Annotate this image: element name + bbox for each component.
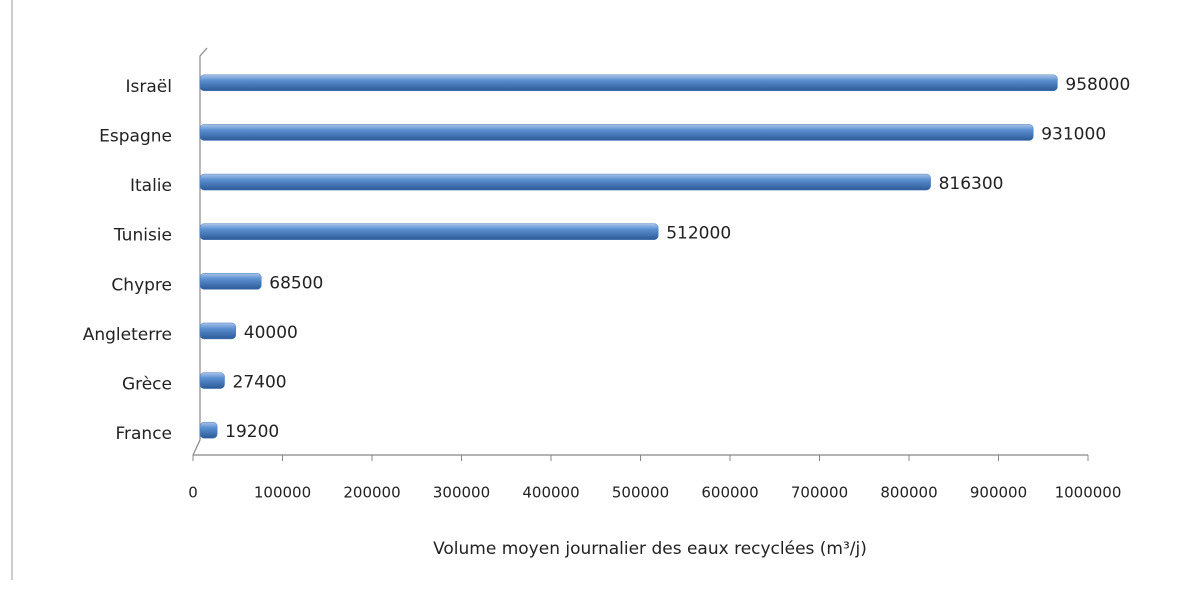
bar (199, 223, 659, 240)
y-tick-label: Grèce (122, 375, 172, 395)
bar (199, 173, 931, 191)
data-label: 512000 (666, 224, 731, 244)
x-tick-label: 600000 (701, 484, 758, 502)
y-tick-label: France (115, 424, 172, 444)
y-tick-label: Italie (130, 176, 172, 196)
bar (199, 322, 237, 340)
data-label: 816300 (939, 174, 1004, 194)
back-wall (192, 47, 208, 456)
x-tick-label: 400000 (522, 484, 579, 502)
bar (199, 273, 262, 290)
x-tick-label: 0 (188, 484, 198, 502)
x-tick-label: 300000 (433, 484, 490, 502)
y-tick-label: Angleterre (83, 325, 172, 345)
data-label: 19200 (225, 422, 279, 442)
x-tick-label: 500000 (612, 484, 669, 502)
data-label: 931000 (1041, 124, 1106, 144)
bar (199, 74, 1058, 92)
bar (199, 372, 225, 389)
data-label: 68500 (269, 273, 323, 293)
x-tick-label: 200000 (343, 484, 400, 502)
x-tick-label: 1000000 (1055, 484, 1122, 502)
y-tick-label: Israël (126, 77, 172, 97)
y-tick-label: Tunisie (113, 226, 172, 246)
y-tick-label: Espagne (99, 126, 172, 146)
y-tick-label: Chypre (111, 275, 172, 295)
x-axis-title: Volume moyen journalier des eaux recyclé… (433, 539, 867, 559)
x-tick-label: 800000 (880, 484, 937, 502)
data-label: 958000 (1065, 75, 1130, 95)
data-label: 27400 (233, 373, 287, 393)
x-tick-label: 100000 (254, 484, 311, 502)
bar (199, 124, 1034, 141)
x-tick-label: 900000 (970, 484, 1027, 502)
data-label: 40000 (244, 323, 298, 343)
bar (199, 421, 218, 439)
x-tick-label: 700000 (791, 484, 848, 502)
